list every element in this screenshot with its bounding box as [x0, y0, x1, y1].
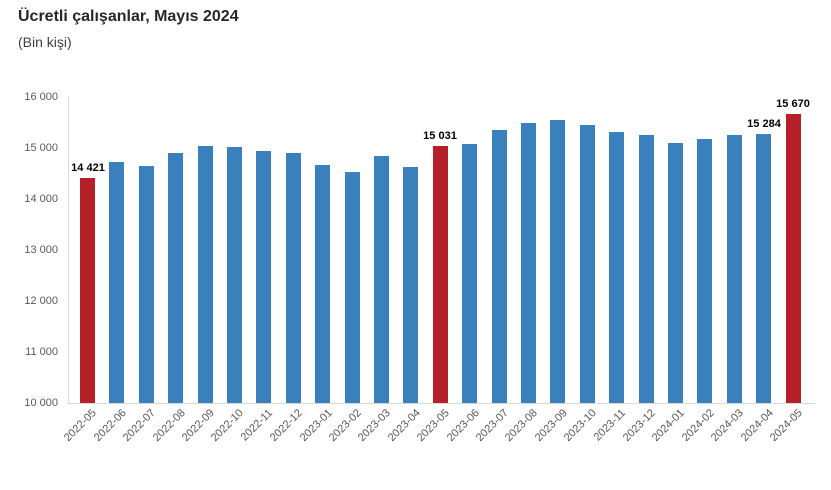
- bar-2024-01[interactable]: [668, 143, 683, 403]
- x-axis-label-2022-05: 2022-05: [61, 407, 99, 445]
- bar-2023-03[interactable]: [374, 156, 389, 403]
- data-label-2024-04: 15 284: [747, 118, 781, 130]
- y-tick-label-15000: 15 000: [24, 142, 58, 154]
- y-tick-label-12000: 12 000: [24, 295, 58, 307]
- bar-2022-08[interactable]: [168, 153, 183, 403]
- x-axis-line: [68, 403, 815, 404]
- y-tick-label-16000: 16 000: [24, 91, 58, 103]
- bar-2023-07[interactable]: [492, 130, 507, 403]
- bar-2024-03[interactable]: [727, 135, 742, 403]
- bar-2022-10[interactable]: [227, 147, 242, 403]
- bar-2024-02[interactable]: [697, 139, 712, 403]
- y-tick-label-10000: 10 000: [24, 397, 58, 409]
- bar-2022-05[interactable]: [80, 178, 95, 403]
- chart-title: Ücretli çalışanlar, Mayıs 2024: [18, 8, 239, 25]
- chart-subtitle: (Bin kişi): [18, 34, 72, 50]
- y-tick-label-13000: 13 000: [24, 244, 58, 256]
- bar-2022-07[interactable]: [139, 166, 154, 403]
- bar-2022-09[interactable]: [198, 146, 213, 403]
- bar-2024-04[interactable]: [756, 134, 771, 403]
- bar-2023-10[interactable]: [580, 125, 595, 403]
- bar-2023-12[interactable]: [639, 135, 654, 403]
- bar-2022-12[interactable]: [286, 153, 301, 403]
- data-label-2024-05: 15 670: [776, 98, 810, 110]
- y-tick-label-14000: 14 000: [24, 193, 58, 205]
- bar-2023-04[interactable]: [403, 167, 418, 403]
- y-tick-label-11000: 11 000: [25, 346, 58, 358]
- bar-2023-02[interactable]: [345, 172, 360, 403]
- bar-2023-06[interactable]: [462, 144, 477, 403]
- bar-2023-08[interactable]: [521, 123, 536, 403]
- bar-2023-11[interactable]: [609, 132, 624, 403]
- bar-2024-05[interactable]: [786, 114, 801, 403]
- data-label-2023-05: 15 031: [423, 130, 457, 142]
- bar-2022-11[interactable]: [256, 151, 271, 403]
- bar-2023-01[interactable]: [315, 165, 330, 403]
- bar-2023-09[interactable]: [550, 120, 565, 403]
- bar-2022-06[interactable]: [109, 162, 124, 403]
- bar-2023-05[interactable]: [433, 146, 448, 403]
- data-label-2022-05: 14 421: [71, 162, 105, 174]
- y-axis-line: [68, 96, 69, 403]
